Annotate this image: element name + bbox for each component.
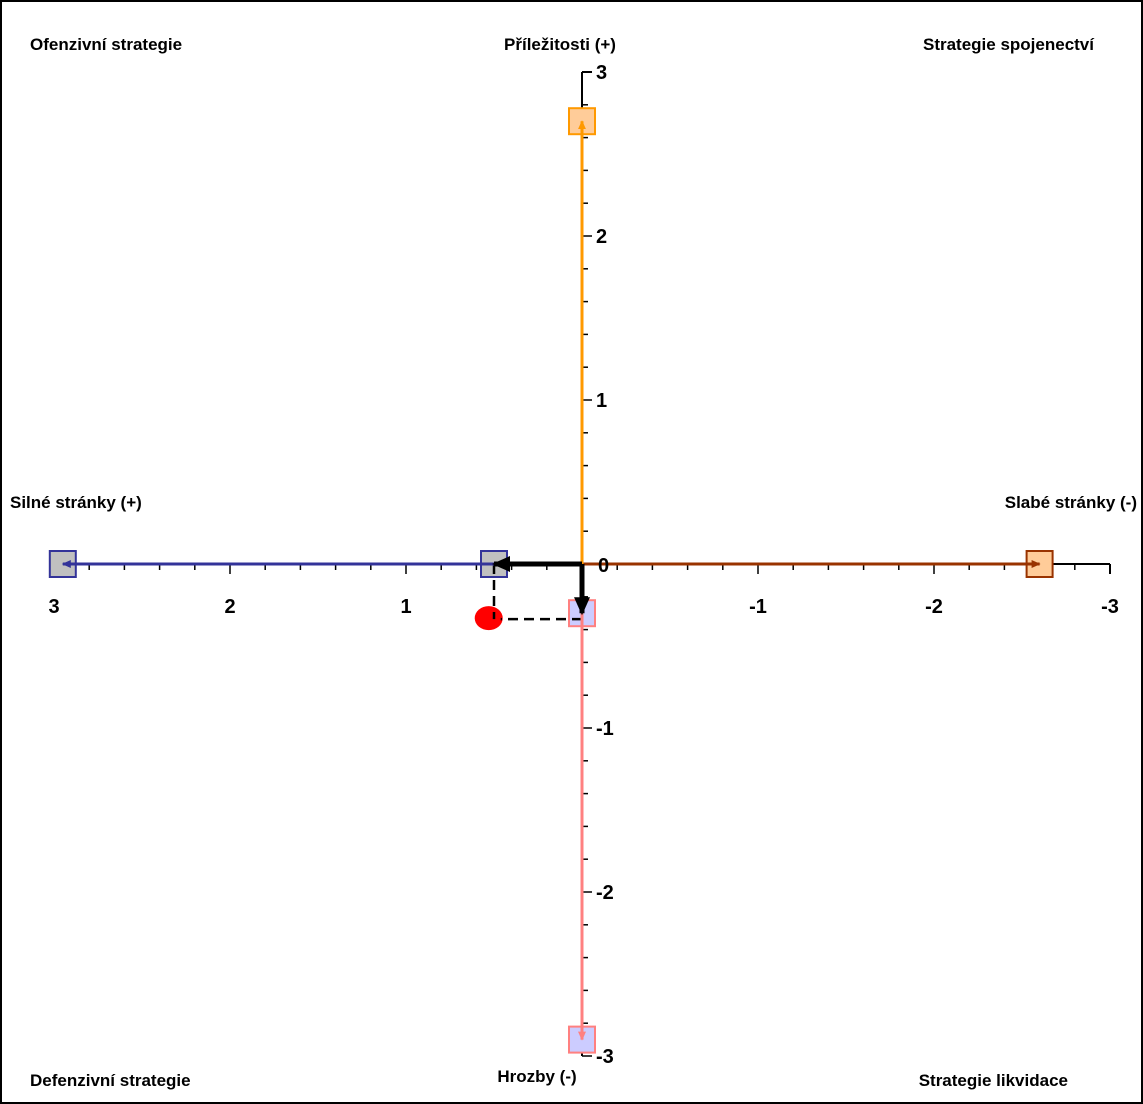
y-tick-label: -1 [596,718,614,740]
axis-label-top: Příležitosti (+) [504,35,616,54]
x-tick-label: -3 [1101,596,1119,618]
x-tick-label: -2 [925,596,943,618]
quadrant-top-right: Strategie spojenectví [923,35,1095,54]
y-tick-label: -3 [596,1046,614,1068]
axis-label-bottom: Hrozby (-) [497,1067,576,1086]
x-tick-label: 3 [48,596,59,618]
x-tick-label: -1 [749,596,767,618]
quadrant-bottom-right: Strategie likvidace [919,1071,1068,1090]
quadrant-bottom-left: Defenzivní strategie [30,1071,191,1090]
y-tick-label: 2 [596,226,607,248]
axis-ticks: 3 2 1 -1 -2 -3 3 2 1 -1 -2 -3 [48,62,1118,1068]
quadrant-top-left: Ofenzivní strategie [30,35,182,54]
axis-label-left: Silné stránky (+) [10,493,142,512]
y-tick-label: 3 [596,62,607,84]
axis-label-right: Slabé stránky (-) [1005,493,1137,512]
origin-label: 0 [598,555,609,577]
y-tick-label: 1 [596,390,607,412]
x-tick-label: 2 [224,596,235,618]
y-tick-label: -2 [596,882,614,904]
vectors [61,120,1041,1041]
x-tick-label: 1 [400,596,411,618]
result-point [474,606,503,631]
